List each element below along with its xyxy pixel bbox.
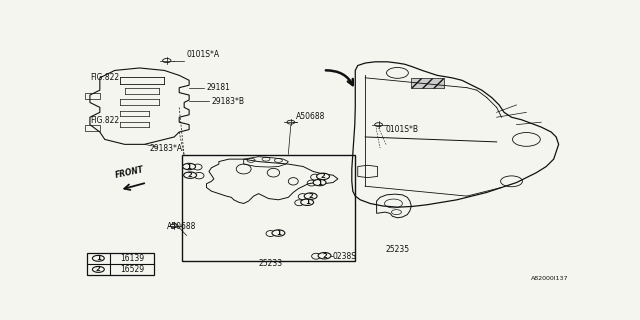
Text: 29183*A: 29183*A xyxy=(150,144,182,153)
Circle shape xyxy=(318,252,331,259)
Text: 29183*B: 29183*B xyxy=(211,97,244,106)
Text: 1: 1 xyxy=(305,199,310,205)
Text: FIG.822: FIG.822 xyxy=(90,116,119,125)
Text: 2: 2 xyxy=(322,253,327,259)
Bar xyxy=(88,253,154,275)
Circle shape xyxy=(304,193,317,199)
Bar xyxy=(412,78,444,88)
Text: 16139: 16139 xyxy=(120,254,144,263)
Text: A50688: A50688 xyxy=(296,111,325,121)
Text: FRONT: FRONT xyxy=(115,165,145,180)
Text: 2: 2 xyxy=(308,193,313,199)
Text: 1: 1 xyxy=(96,255,100,261)
Text: 1: 1 xyxy=(276,230,281,236)
Circle shape xyxy=(301,199,314,205)
Text: 2: 2 xyxy=(188,172,193,178)
Circle shape xyxy=(272,230,285,236)
Text: 25233: 25233 xyxy=(259,259,283,268)
Circle shape xyxy=(184,172,196,178)
Bar xyxy=(182,156,355,261)
Bar xyxy=(85,92,100,99)
Circle shape xyxy=(92,255,104,261)
Circle shape xyxy=(317,173,330,180)
Text: 0238S: 0238S xyxy=(333,252,357,261)
Text: A50688: A50688 xyxy=(167,222,196,231)
Text: 2: 2 xyxy=(321,173,325,180)
Text: 16529: 16529 xyxy=(120,265,144,274)
Bar xyxy=(85,124,100,131)
Text: FIG.822: FIG.822 xyxy=(90,73,119,82)
Text: 0101S*A: 0101S*A xyxy=(187,50,220,59)
Text: 29181: 29181 xyxy=(207,83,230,92)
Circle shape xyxy=(182,163,196,170)
Text: 0101S*B: 0101S*B xyxy=(385,125,418,134)
Text: 25235: 25235 xyxy=(385,244,410,253)
Text: 1: 1 xyxy=(317,180,322,186)
Text: 1: 1 xyxy=(187,164,191,170)
Text: A82000I137: A82000I137 xyxy=(531,276,568,281)
Text: 2: 2 xyxy=(96,266,100,272)
Circle shape xyxy=(92,267,104,272)
Circle shape xyxy=(313,179,326,186)
